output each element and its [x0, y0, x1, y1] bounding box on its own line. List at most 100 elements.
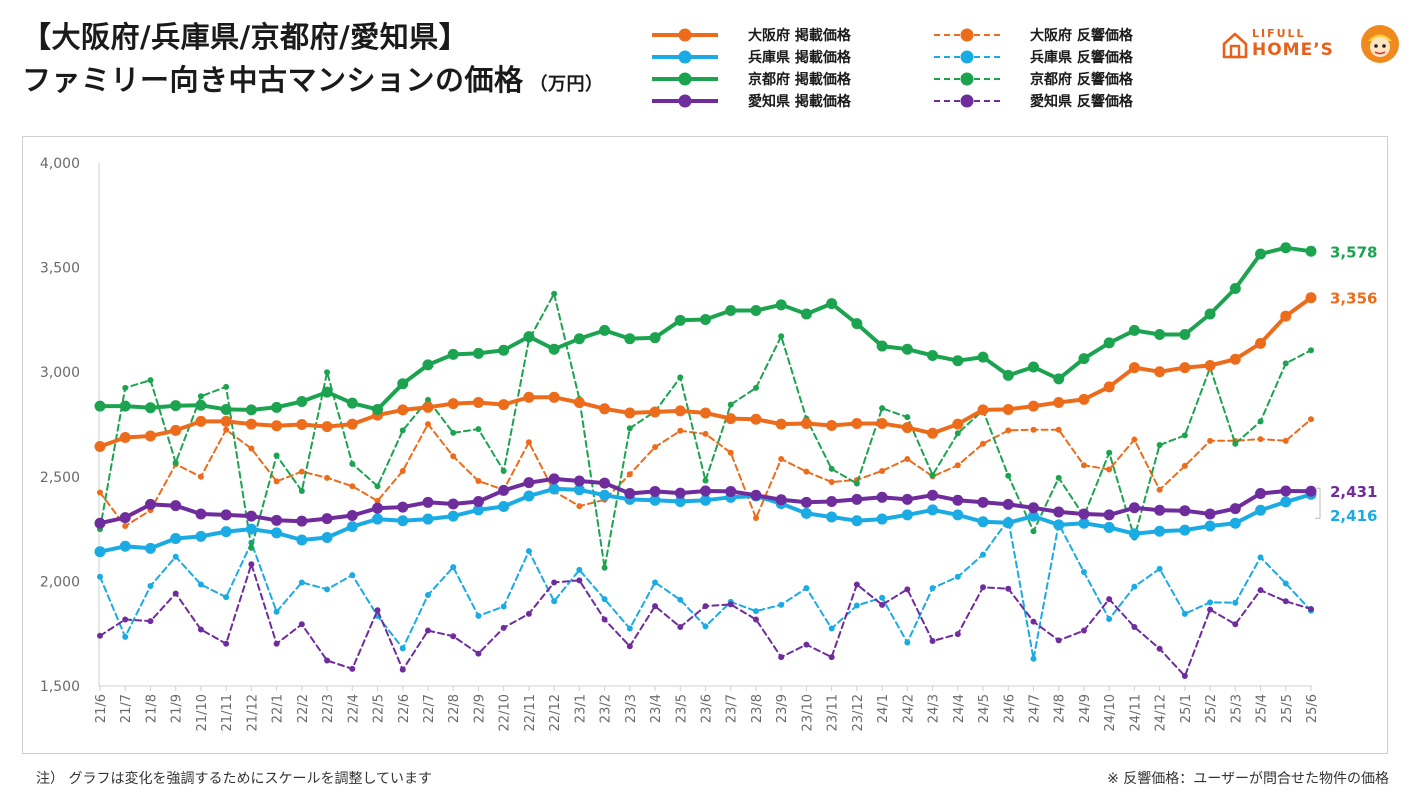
legend-label: 愛知県 掲載価格 — [748, 94, 851, 110]
series-愛知県-掲載価格 — [94, 473, 1317, 529]
data-point — [977, 404, 989, 416]
data-point — [725, 485, 737, 497]
data-point — [372, 513, 384, 525]
data-point — [94, 517, 106, 529]
data-point — [94, 440, 106, 452]
data-point — [450, 564, 457, 571]
line-chart: 4,000 3,500 3,000 2,500 2,000 1,500 21/6 21/7 21… — [40, 156, 1378, 731]
data-point — [296, 515, 308, 527]
data-point — [876, 513, 888, 525]
x-tick-label: 23/4 — [649, 694, 664, 723]
data-point — [927, 489, 939, 501]
x-tick-label: 21/10 — [195, 694, 210, 731]
data-point — [1255, 488, 1267, 500]
data-point — [122, 616, 129, 623]
chart-title-line-1: 【大阪府/兵庫県/京都府/愛知県】 — [22, 20, 469, 54]
legend-label: 愛知県 反響価格 — [1030, 94, 1133, 110]
data-point — [1204, 508, 1216, 520]
data-point — [800, 507, 812, 519]
data-point — [1002, 498, 1014, 510]
legend-swatch — [652, 72, 718, 86]
data-point — [1229, 283, 1241, 295]
x-tick-label: 25/6 — [1305, 694, 1320, 723]
data-point — [523, 391, 535, 403]
data-point — [775, 418, 787, 430]
data-point — [700, 485, 711, 497]
legend-item: 京都府 掲載価格 — [650, 68, 851, 90]
data-point — [472, 504, 484, 516]
x-tick-label: 22/10 — [498, 694, 513, 731]
data-point — [447, 398, 459, 410]
legend-swatch — [934, 50, 1000, 64]
x-tick-label: 24/1 — [876, 694, 891, 723]
data-point — [1257, 554, 1264, 561]
data-point — [475, 612, 482, 619]
data-point — [1229, 503, 1241, 515]
data-point — [1305, 485, 1317, 497]
data-point — [601, 616, 608, 623]
data-point — [1154, 329, 1166, 341]
x-tick-label: 22/5 — [372, 694, 387, 723]
data-point — [1280, 496, 1292, 508]
data-point — [119, 540, 131, 552]
legend-swatch — [934, 72, 1000, 86]
data-point — [876, 417, 888, 429]
data-point — [1053, 519, 1065, 531]
data-point — [1103, 337, 1115, 349]
data-point — [195, 508, 207, 520]
x-tick-label: 23/1 — [573, 694, 588, 723]
x-tick-label: 24/6 — [1002, 694, 1017, 723]
data-point — [1156, 565, 1163, 572]
data-point — [826, 420, 838, 432]
data-point — [879, 601, 886, 608]
x-tick-label: 21/11 — [220, 694, 235, 731]
data-point — [248, 544, 255, 551]
data-point — [321, 513, 333, 525]
data-point — [523, 477, 535, 489]
data-point — [1156, 486, 1163, 493]
data-point — [904, 586, 911, 593]
chart-panel: 4,000 3,500 3,000 2,500 2,000 1,500 21/6 21/7 21… — [22, 136, 1388, 754]
data-point — [397, 501, 409, 513]
x-tick-label: 24/11 — [1128, 694, 1143, 731]
data-point — [626, 625, 633, 632]
data-point — [1002, 369, 1014, 381]
data-point — [271, 514, 283, 526]
data-point — [498, 344, 510, 356]
data-point — [1080, 462, 1087, 469]
brand-logo-top: LIFULL — [1252, 27, 1306, 40]
data-point — [223, 640, 230, 647]
data-point — [97, 489, 103, 496]
data-point — [952, 418, 964, 430]
brand-logo-main: HOME’S — [1252, 40, 1334, 60]
data-point — [1179, 329, 1191, 341]
data-point — [223, 426, 230, 433]
data-point — [573, 333, 585, 345]
data-point — [450, 633, 457, 640]
brand-logo: LIFULL HOME’S — [1222, 24, 1402, 68]
x-tick-label: 23/3 — [624, 694, 639, 723]
end-value-label: 2,431 — [1330, 483, 1377, 501]
data-point — [1027, 510, 1039, 522]
data-point — [324, 474, 331, 481]
data-point — [122, 384, 129, 391]
data-point — [248, 445, 255, 452]
data-point — [122, 633, 129, 640]
data-point — [1181, 462, 1188, 469]
data-point — [346, 418, 358, 430]
data-point — [1229, 353, 1241, 365]
data-point — [601, 564, 608, 571]
data-point — [197, 581, 204, 588]
data-point — [245, 418, 257, 430]
data-point — [1131, 436, 1138, 443]
data-point — [450, 453, 457, 460]
footnote-scale: 注） グラフは変化を強調するためにスケールを調整しています — [36, 771, 433, 787]
data-point — [144, 498, 156, 510]
chart-title-line-2: ファミリー向き中古マンションの価格 （万円） — [22, 63, 604, 98]
x-tick-label: 21/9 — [170, 694, 185, 723]
data-point — [220, 403, 232, 415]
data-point — [321, 421, 333, 433]
x-tick-label: 22/11 — [523, 694, 538, 731]
data-point — [1280, 242, 1292, 254]
data-point — [399, 666, 406, 673]
